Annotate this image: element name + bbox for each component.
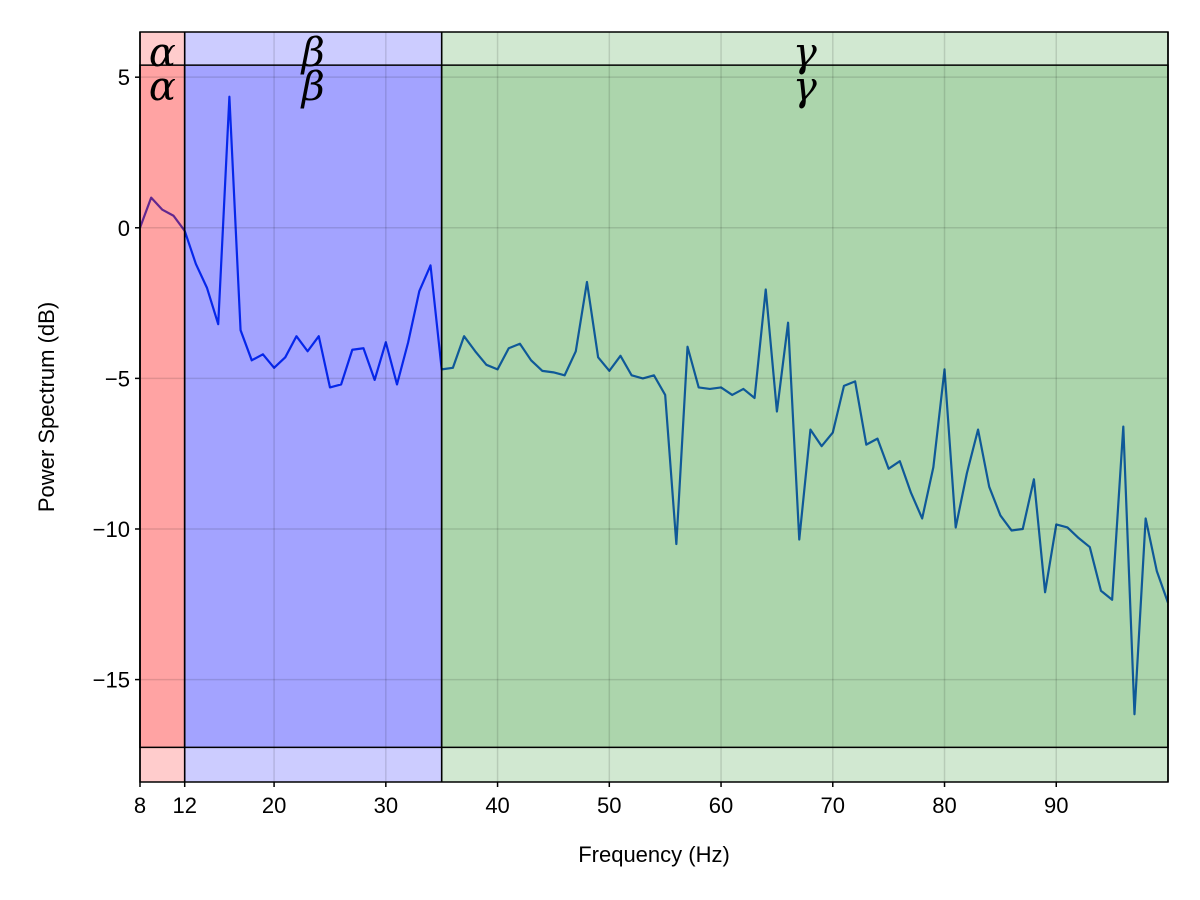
band [140,32,185,782]
band-label: β [300,64,325,110]
x-tick-label: 80 [932,793,956,818]
plot-frame [139,31,1169,783]
x-tick-label: 60 [709,793,733,818]
x-tick-label: 30 [374,793,398,818]
band [441,32,1168,782]
band-label: α [149,30,176,76]
x-tick-label: 20 [262,793,286,818]
x-tick-label: 40 [485,793,509,818]
band-core [139,64,186,749]
y-tick-label: 0 [118,216,130,241]
x-tick-label: 8 [134,793,146,818]
data-line [138,95,1170,716]
y-axis-label: Power Spectrum (dB) [34,302,59,512]
y-tick-label: −5 [105,366,130,391]
band-core [440,64,1169,749]
x-axis-label: Frequency (Hz) [578,842,730,867]
x-tick-label: 12 [172,793,196,818]
y-tick-label: 5 [118,65,130,90]
y-tick-label: −15 [93,668,130,693]
band-label: β [300,30,325,76]
y-tick-label: −10 [93,517,130,542]
x-tick-label: 90 [1044,793,1068,818]
band [184,32,442,782]
x-tick-label: 50 [597,793,621,818]
band-label: α [149,64,176,110]
x-tick-label: 70 [821,793,845,818]
band-label: γ [793,64,817,110]
band-label: γ [793,30,817,76]
band-core [183,64,443,749]
